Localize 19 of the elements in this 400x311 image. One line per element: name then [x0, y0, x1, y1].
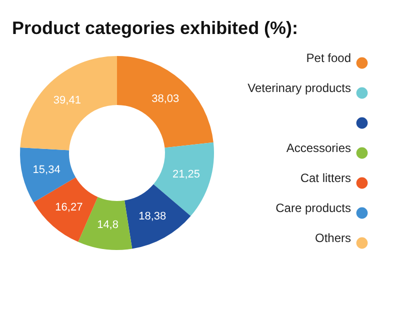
data-label: 18,38: [138, 210, 166, 222]
legend-label: Care products: [276, 201, 351, 215]
legend-label: Cat litters: [300, 171, 351, 185]
donut-slice: [124, 184, 191, 249]
data-label: 39,41: [53, 94, 81, 106]
chart-title: Product categories exhibited (%):: [12, 18, 298, 38]
donut-slice: [117, 56, 214, 148]
data-label: 38,03: [152, 93, 180, 106]
data-label: 21,25: [172, 168, 200, 180]
data-label: 14,8: [97, 218, 118, 231]
donut-slice: [20, 56, 117, 150]
legend-label: Accessories: [286, 141, 351, 155]
donut-slice: [33, 177, 98, 242]
data-label: 15,34: [32, 164, 60, 176]
donut-slice: [20, 148, 76, 202]
legend-label: Pet food: [306, 51, 351, 65]
data-label: 16,27: [55, 201, 83, 214]
legend-label: Others: [314, 231, 351, 245]
legend-label: Veterinary products: [248, 81, 351, 95]
